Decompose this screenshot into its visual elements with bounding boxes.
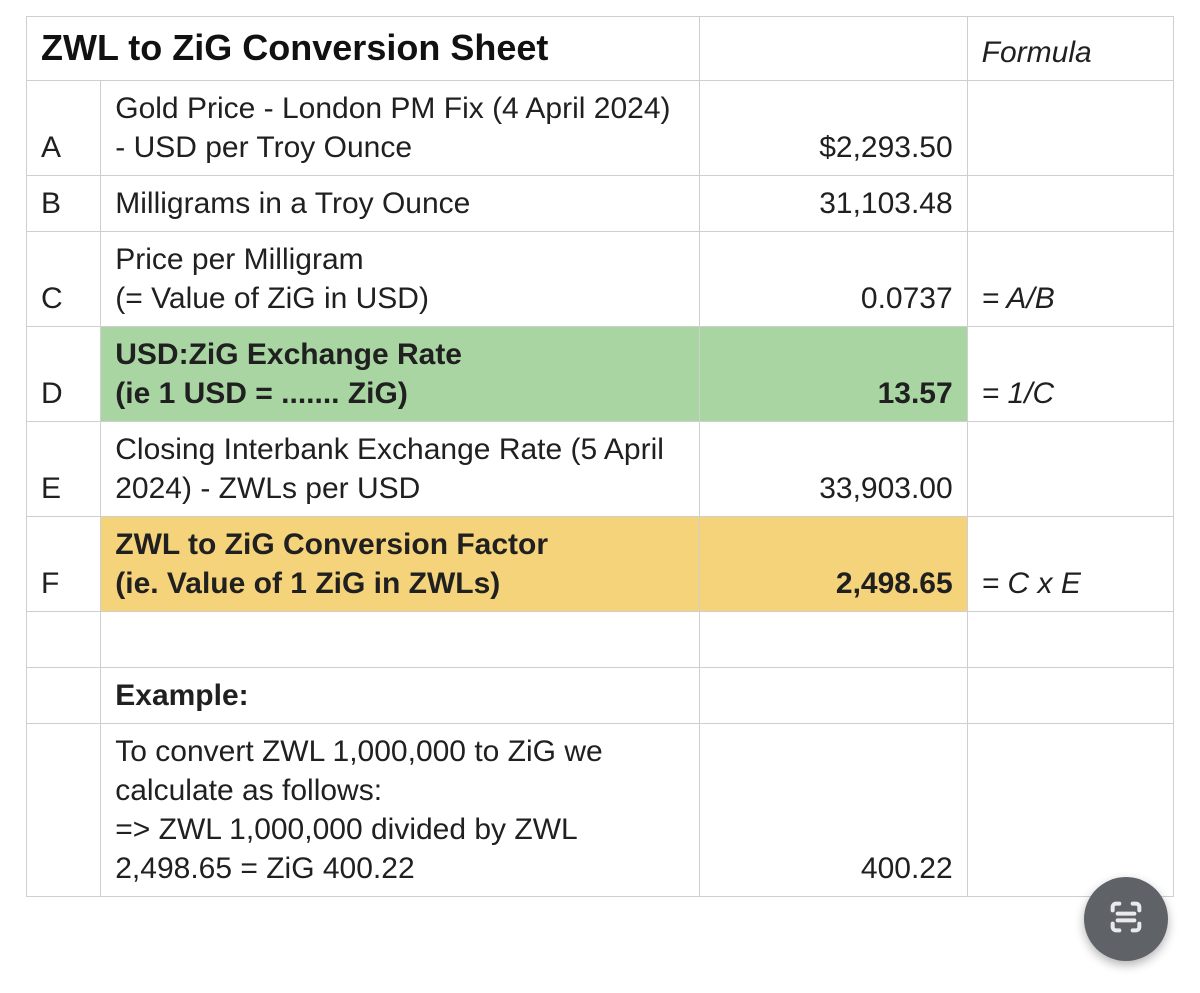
conversion-sheet: ZWL to ZiG Conversion Sheet Formula A Go… bbox=[0, 0, 1200, 897]
example-body: To convert ZWL 1,000,000 to ZiG we calcu… bbox=[101, 723, 699, 896]
google-lens-icon bbox=[1106, 897, 1146, 942]
row-formula bbox=[967, 421, 1173, 516]
sheet-title: ZWL to ZiG Conversion Sheet bbox=[27, 17, 700, 81]
row-c: C Price per Milligram(= Value of ZiG in … bbox=[27, 231, 1174, 326]
sheet-table: ZWL to ZiG Conversion Sheet Formula A Go… bbox=[26, 16, 1174, 897]
formula-header: Formula bbox=[967, 17, 1173, 81]
example-value: 400.22 bbox=[699, 723, 967, 896]
example-heading-row: Example: bbox=[27, 667, 1174, 723]
row-letter: B bbox=[27, 175, 101, 231]
row-letter: C bbox=[27, 231, 101, 326]
row-value: $2,293.50 bbox=[699, 80, 967, 175]
row-formula: = A/B bbox=[967, 231, 1173, 326]
row-value: 13.57 bbox=[699, 326, 967, 421]
row-e: E Closing Interbank Exchange Rate (5 Apr… bbox=[27, 421, 1174, 516]
row-desc: Closing Interbank Exchange Rate (5 April… bbox=[101, 421, 699, 516]
row-desc: USD:ZiG Exchange Rate(ie 1 USD = .......… bbox=[101, 326, 699, 421]
example-heading: Example: bbox=[101, 667, 699, 723]
row-value: 31,103.48 bbox=[699, 175, 967, 231]
row-value: 33,903.00 bbox=[699, 421, 967, 516]
row-b: B Milligrams in a Troy Ounce 31,103.48 bbox=[27, 175, 1174, 231]
header-value-cell bbox=[699, 17, 967, 81]
row-formula bbox=[967, 80, 1173, 175]
row-a: A Gold Price - London PM Fix (4 April 20… bbox=[27, 80, 1174, 175]
row-d: D USD:ZiG Exchange Rate(ie 1 USD = .....… bbox=[27, 326, 1174, 421]
row-letter: E bbox=[27, 421, 101, 516]
row-value: 0.0737 bbox=[699, 231, 967, 326]
row-letter: A bbox=[27, 80, 101, 175]
row-letter: F bbox=[27, 516, 101, 611]
row-desc: Milligrams in a Troy Ounce bbox=[101, 175, 699, 231]
row-desc: ZWL to ZiG Conversion Factor(ie. Value o… bbox=[101, 516, 699, 611]
row-value: 2,498.65 bbox=[699, 516, 967, 611]
row-desc: Price per Milligram(= Value of ZiG in US… bbox=[101, 231, 699, 326]
row-formula: = 1/C bbox=[967, 326, 1173, 421]
row-desc: Gold Price - London PM Fix (4 April 2024… bbox=[101, 80, 699, 175]
row-f: F ZWL to ZiG Conversion Factor(ie. Value… bbox=[27, 516, 1174, 611]
spacer-row bbox=[27, 611, 1174, 667]
lens-fab-button[interactable] bbox=[1084, 877, 1168, 961]
row-letter: D bbox=[27, 326, 101, 421]
example-body-row: To convert ZWL 1,000,000 to ZiG we calcu… bbox=[27, 723, 1174, 896]
header-row: ZWL to ZiG Conversion Sheet Formula bbox=[27, 17, 1174, 81]
row-formula: = C x E bbox=[967, 516, 1173, 611]
row-formula bbox=[967, 175, 1173, 231]
